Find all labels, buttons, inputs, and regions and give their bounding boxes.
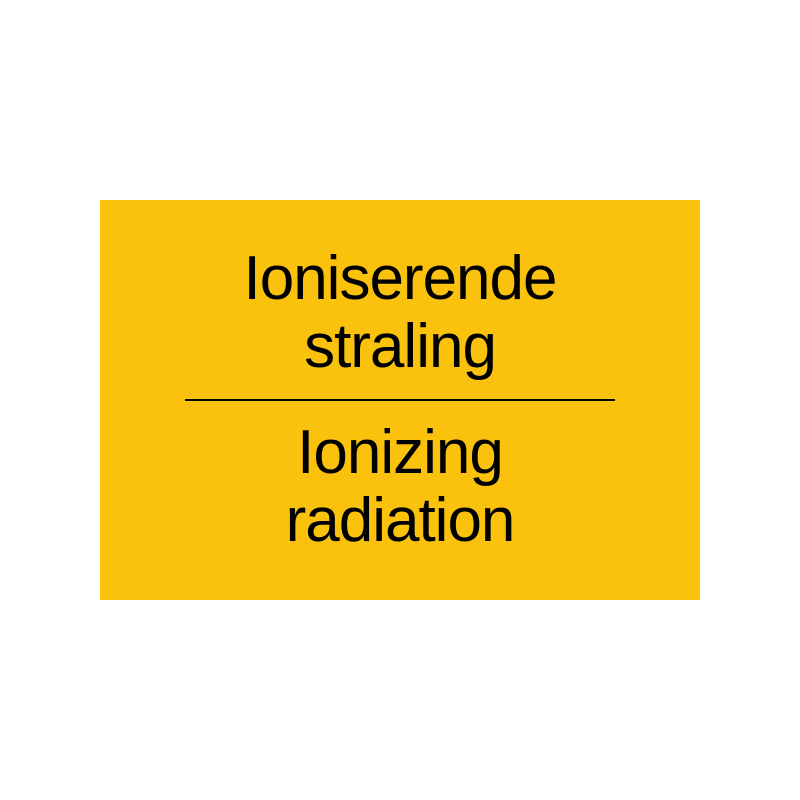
- sign-text-top: Ioniserende straling: [243, 245, 556, 381]
- bottom-line-2: radiation: [286, 486, 515, 555]
- sign-divider: [185, 399, 615, 401]
- bottom-line-1: Ionizing: [297, 418, 503, 487]
- top-line-1: Ioniserende: [243, 244, 556, 313]
- top-line-2: straling: [304, 312, 496, 381]
- warning-sign: Ioniserende straling Ionizing radiation: [100, 200, 700, 600]
- sign-text-bottom: Ionizing radiation: [286, 419, 515, 555]
